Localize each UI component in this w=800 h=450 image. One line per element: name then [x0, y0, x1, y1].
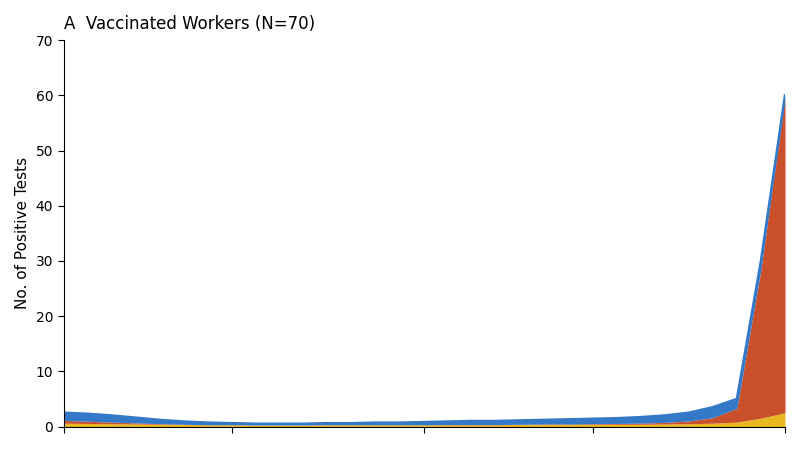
Text: A  Vaccinated Workers (N=70): A Vaccinated Workers (N=70) — [63, 15, 314, 33]
Y-axis label: No. of Positive Tests: No. of Positive Tests — [15, 157, 30, 309]
